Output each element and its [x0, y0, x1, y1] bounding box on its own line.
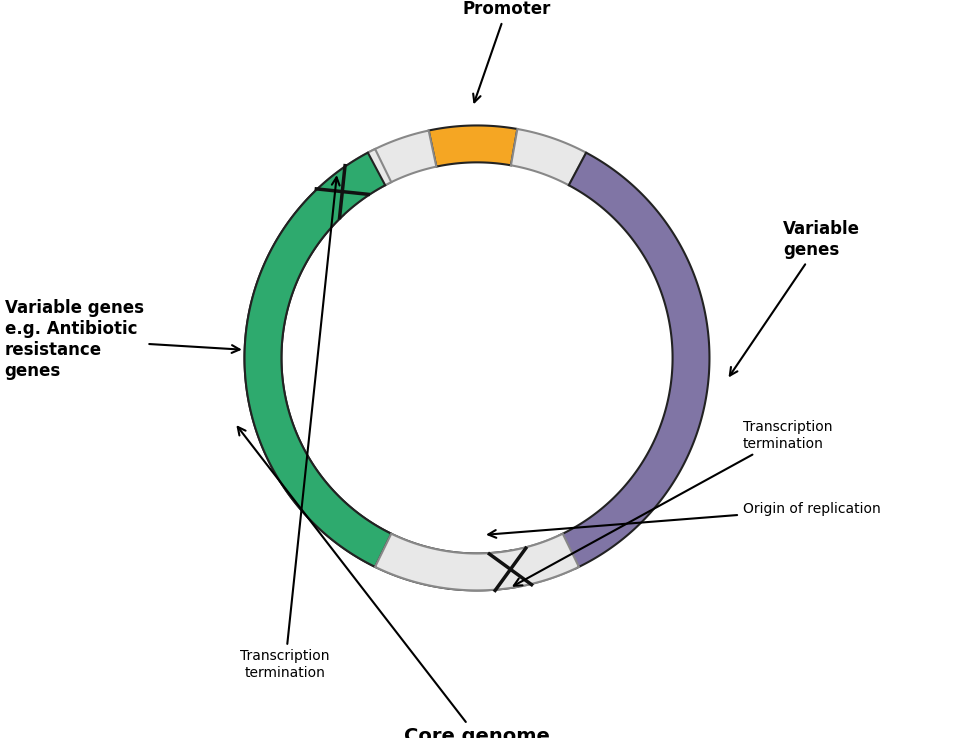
Polygon shape [244, 153, 391, 567]
Polygon shape [375, 534, 578, 590]
Polygon shape [511, 129, 585, 185]
Text: Transcription
termination: Transcription termination [240, 177, 339, 680]
Polygon shape [448, 551, 517, 590]
Text: Variable
genes: Variable genes [729, 221, 860, 376]
Polygon shape [318, 149, 391, 215]
Text: Core genome: Core genome [237, 427, 549, 738]
Text: Promoter: Promoter [462, 1, 550, 103]
Text: Origin of replication: Origin of replication [488, 503, 880, 538]
Text: Variable genes
e.g. Antibiotic
resistance
genes: Variable genes e.g. Antibiotic resistanc… [5, 300, 239, 379]
Text: Transcription
termination: Transcription termination [514, 421, 831, 586]
Polygon shape [559, 153, 709, 568]
Polygon shape [244, 188, 453, 589]
Polygon shape [368, 131, 436, 185]
Polygon shape [428, 125, 517, 167]
Polygon shape [511, 535, 575, 587]
